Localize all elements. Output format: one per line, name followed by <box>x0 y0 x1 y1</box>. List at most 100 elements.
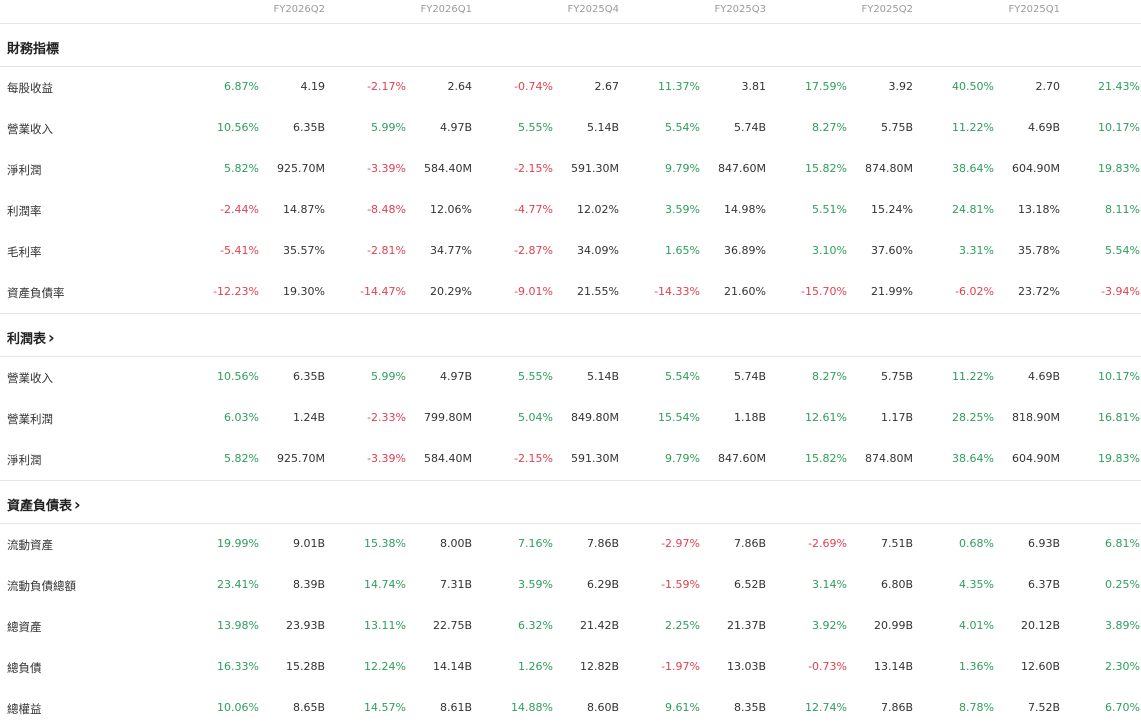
metric-value: 849.80M <box>571 411 619 424</box>
change-percent: 5.55% <box>518 370 553 383</box>
metric-value: 14.98% <box>724 203 766 216</box>
metric-value: 874.80M <box>865 162 913 175</box>
change-percent: 9.61% <box>665 701 700 714</box>
metric-value: 5.14B <box>586 121 619 134</box>
section-divider <box>0 66 1141 67</box>
change-percent: 1.26% <box>518 660 553 673</box>
metric-value: 874.80M <box>865 452 913 465</box>
metric-value: 604.90M <box>1012 162 1060 175</box>
metric-value: 4.69B <box>1027 370 1060 383</box>
change-percent: -2.15% <box>514 162 553 175</box>
metric-value: 4.19 <box>300 80 326 93</box>
change-percent: -9.01% <box>514 285 553 298</box>
row-label: 淨利潤 <box>7 163 42 177</box>
change-percent: 5.51% <box>812 203 847 216</box>
metric-value: 5.74B <box>733 121 766 134</box>
chevron-right-icon: › <box>48 328 55 347</box>
change-percent: 5.82% <box>224 452 259 465</box>
change-percent: 3.92% <box>812 619 847 632</box>
change-percent: 8.11% <box>1105 203 1140 216</box>
metric-value: 36.89% <box>724 244 766 257</box>
change-percent: -4.77% <box>514 203 553 216</box>
table-row: 總資產 13.98% 23.93B 13.11% 22.75B 6.32% 21.42B 2.… <box>0 619 1141 639</box>
metric-value: 8.65B <box>292 701 325 714</box>
change-percent: -0.73% <box>808 660 847 673</box>
change-percent: -2.44% <box>220 203 259 216</box>
period-label: FY2026Q2 <box>273 4 325 15</box>
change-percent: -2.81% <box>367 244 406 257</box>
change-percent: 21.43% <box>1098 80 1140 93</box>
change-percent: 24.81% <box>952 203 994 216</box>
metric-value: 14.87% <box>283 203 325 216</box>
period-label: FY2025Q4 <box>567 4 619 15</box>
section-divider <box>0 523 1141 524</box>
change-percent: -1.59% <box>661 578 700 591</box>
change-percent: 28.25% <box>952 411 994 424</box>
change-percent: 6.03% <box>224 411 259 424</box>
metric-value: 15.28B <box>285 660 325 673</box>
change-percent: 13.98% <box>217 619 259 632</box>
change-percent: 3.14% <box>812 578 847 591</box>
table-row: 每股收益 6.87% 4.19 -2.17% 2.64 -0.74% 2.67 11.37% 3… <box>0 80 1141 100</box>
metric-value: 7.51B <box>880 537 913 550</box>
metric-value: 37.60% <box>871 244 913 257</box>
section-title[interactable]: 利潤表 › <box>7 328 55 348</box>
change-percent: -14.33% <box>654 285 700 298</box>
period-label: FY2025Q2 <box>861 4 913 15</box>
metric-value: 20.99B <box>873 619 913 632</box>
change-percent: 23.41% <box>217 578 259 591</box>
metric-value: 13.03B <box>726 660 766 673</box>
change-percent: 8.27% <box>812 121 847 134</box>
change-percent: 5.54% <box>1105 244 1140 257</box>
metric-value: 22.75B <box>432 619 472 632</box>
change-percent: -12.23% <box>213 285 259 298</box>
metric-value: 8.39B <box>292 578 325 591</box>
change-percent: 40.50% <box>952 80 994 93</box>
metric-value: 5.74B <box>733 370 766 383</box>
chevron-right-icon: › <box>74 495 81 514</box>
metric-value: 7.86B <box>880 701 913 714</box>
metric-value: 2.67 <box>594 80 620 93</box>
metric-value: 8.35B <box>733 701 766 714</box>
metric-value: 35.78% <box>1018 244 1060 257</box>
row-label: 每股收益 <box>7 81 53 95</box>
change-percent: 15.82% <box>805 162 847 175</box>
change-percent: 1.36% <box>959 660 994 673</box>
metric-value: 35.57% <box>283 244 325 257</box>
row-label: 營業收入 <box>7 371 53 385</box>
table-row: 流動資產 19.99% 9.01B 15.38% 8.00B 7.16% 7.86B -2.9… <box>0 537 1141 557</box>
metric-value: 4.97B <box>439 370 472 383</box>
table-row: 淨利潤 5.82% 925.70M -3.39% 584.40M -2.15% 591.30… <box>0 452 1141 472</box>
change-percent: -2.69% <box>808 537 847 550</box>
change-percent: 9.79% <box>665 162 700 175</box>
metric-value: 21.99% <box>871 285 913 298</box>
change-percent: -6.02% <box>955 285 994 298</box>
change-percent: -2.87% <box>514 244 553 257</box>
metric-value: 7.86B <box>733 537 766 550</box>
metric-value: 3.92 <box>888 80 914 93</box>
metric-value: 20.29% <box>430 285 472 298</box>
change-percent: -2.17% <box>367 80 406 93</box>
section-title[interactable]: 資產負債表 › <box>7 495 81 515</box>
metric-value: 15.24% <box>871 203 913 216</box>
metric-value: 7.86B <box>586 537 619 550</box>
metric-value: 1.24B <box>292 411 325 424</box>
metric-value: 9.01B <box>292 537 325 550</box>
metric-value: 6.35B <box>292 370 325 383</box>
change-percent: 5.55% <box>518 121 553 134</box>
row-label: 淨利潤 <box>7 453 42 467</box>
metric-value: 584.40M <box>424 452 472 465</box>
table-row: 利潤率 -2.44% 14.87% -8.48% 12.06% -4.77% 12.02% 3… <box>0 203 1141 223</box>
metric-value: 13.18% <box>1018 203 1060 216</box>
change-percent: 6.32% <box>518 619 553 632</box>
change-percent: 1.65% <box>665 244 700 257</box>
change-percent: 11.22% <box>952 121 994 134</box>
table-row: 資產負債率 -12.23% 19.30% -14.47% 20.29% -9.01% 21.… <box>0 285 1141 305</box>
change-percent: -8.48% <box>367 203 406 216</box>
table-row: 營業收入 10.56% 6.35B 5.99% 4.97B 5.55% 5.14B 5.54%… <box>0 121 1141 141</box>
metric-value: 2.64 <box>447 80 473 93</box>
metric-value: 4.69B <box>1027 121 1060 134</box>
change-percent: 0.68% <box>959 537 994 550</box>
change-percent: 15.38% <box>364 537 406 550</box>
change-percent: -2.33% <box>367 411 406 424</box>
